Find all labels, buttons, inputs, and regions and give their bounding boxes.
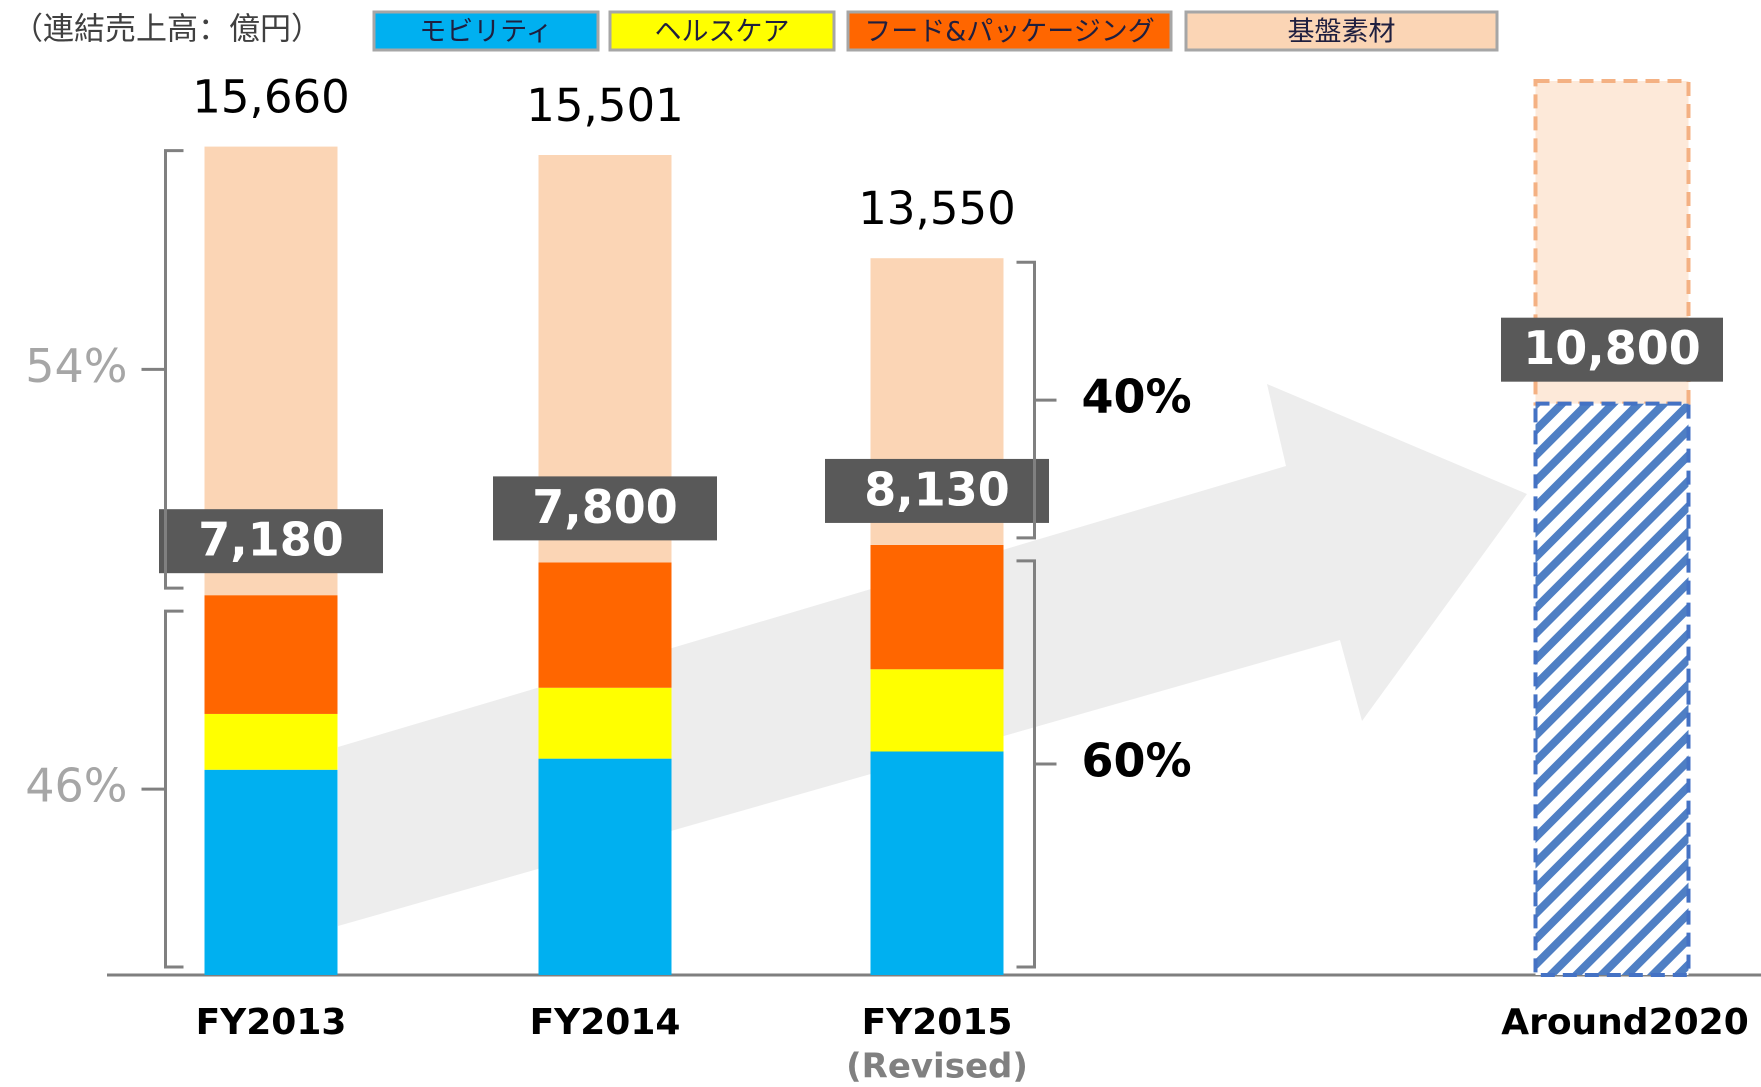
growth-box xyxy=(1501,317,1723,382)
share-bracket xyxy=(1016,559,1057,969)
total-label: 15,501 xyxy=(526,79,683,132)
bar-segment xyxy=(204,713,338,770)
bar-segment xyxy=(870,544,1004,670)
share-bracket xyxy=(141,609,184,969)
total-label: 15,660 xyxy=(192,71,349,124)
legend-swatch xyxy=(1184,10,1499,52)
unit-label: （連結売上高：億円） xyxy=(12,12,322,48)
legend-label: 基盤素材 xyxy=(1288,17,1396,48)
growth-label: 8,130 xyxy=(864,462,1010,516)
bar-segment xyxy=(870,669,1004,752)
bar-segment xyxy=(538,758,672,975)
category-note: (Revised) xyxy=(846,1047,1028,1087)
legend-swatch xyxy=(846,10,1173,52)
bar-segment xyxy=(204,595,338,714)
growth-label: 10,800 xyxy=(1523,321,1701,375)
total-label: 13,550 xyxy=(858,182,1015,235)
legend-swatch xyxy=(608,10,836,52)
category-label: FY2013 xyxy=(196,1002,347,1043)
growth-label: 7,180 xyxy=(198,513,344,567)
growth-label: 7,800 xyxy=(532,480,678,534)
bar-segment xyxy=(204,769,338,975)
share-label: 60% xyxy=(1082,733,1192,787)
share-bracket xyxy=(141,149,184,590)
growth-box xyxy=(493,476,717,541)
legend-label: フード&パッケージング xyxy=(864,17,1155,48)
share-label: 54% xyxy=(25,339,127,393)
category-label: FY2014 xyxy=(530,1002,681,1043)
legend-label: モビリティ xyxy=(419,17,552,48)
bar-segment xyxy=(538,562,672,688)
share-label: 40% xyxy=(1082,370,1192,424)
share-label: 46% xyxy=(25,759,127,813)
growth-box xyxy=(825,458,1049,523)
legend-label: ヘルスケア xyxy=(655,17,790,48)
legend-swatch xyxy=(372,10,600,52)
share-bracket xyxy=(1016,260,1057,540)
category-label: FY2015 xyxy=(862,1002,1013,1043)
bar-segment xyxy=(538,687,672,759)
growth-box xyxy=(159,509,383,574)
bar-segment xyxy=(870,751,1004,975)
category-label: Around2020 xyxy=(1501,1002,1749,1043)
projection-growth xyxy=(1533,401,1691,977)
